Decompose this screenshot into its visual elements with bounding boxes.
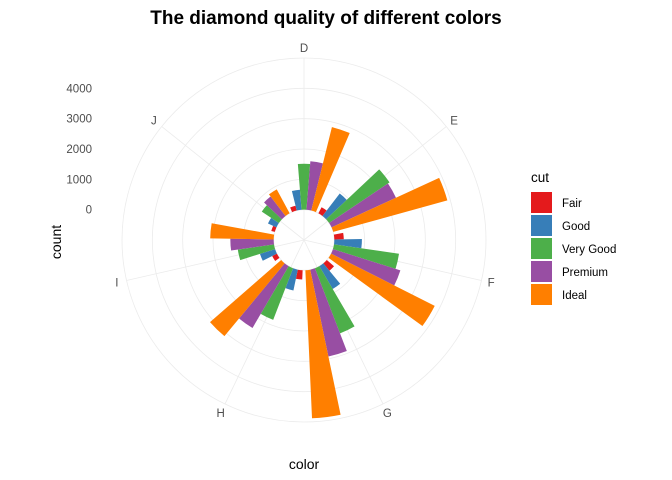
- polar-grid: [121, 57, 487, 423]
- bars: [210, 127, 448, 419]
- bar-J-ideal: [268, 189, 290, 216]
- bar-F-very-good: [332, 244, 399, 269]
- chart-title: The diamond quality of different colors: [150, 8, 502, 29]
- color-tick-labels: D E F G H I J: [115, 43, 494, 420]
- legend-key-very-good: [531, 238, 552, 259]
- bar-J-fair: [271, 225, 277, 232]
- color-label-E: E: [450, 115, 458, 127]
- bar-D-very-good: [297, 163, 311, 210]
- bar-I-good: [259, 249, 277, 261]
- bar-D-premium: [306, 161, 323, 211]
- bar-E-good: [322, 193, 347, 220]
- legend-key-fair: [531, 192, 552, 213]
- count-tick-3000: 3000: [66, 114, 92, 126]
- color-label-H: H: [217, 408, 225, 420]
- bar-I-premium: [230, 238, 274, 251]
- bar-D-fair: [290, 205, 297, 213]
- bar-H-fair: [295, 269, 303, 280]
- bar-H-good: [285, 268, 298, 291]
- legend-label-very-good: Very Good: [562, 244, 616, 256]
- legend-key-ideal: [531, 284, 552, 305]
- bar-H-premium: [239, 263, 289, 328]
- y-axis-title: count: [48, 225, 64, 259]
- bar-F-ideal: [328, 253, 435, 327]
- legend-title: cut: [531, 170, 549, 185]
- bar-F-good: [334, 238, 362, 249]
- count-tick-1000: 1000: [66, 174, 92, 186]
- bar-H-ideal: [210, 259, 285, 337]
- count-tick-2000: 2000: [66, 144, 92, 156]
- bar-E-premium: [329, 183, 396, 228]
- legend-key-premium: [531, 261, 552, 282]
- legend-label-ideal: Ideal: [562, 290, 587, 302]
- x-axis-title: color: [289, 456, 320, 472]
- count-tick-0: 0: [86, 205, 92, 217]
- bar-G-premium: [310, 268, 347, 357]
- bar-G-fair: [323, 259, 335, 271]
- bar-E-very-good: [326, 169, 390, 224]
- bar-I-ideal: [210, 223, 275, 240]
- bar-J-good: [267, 217, 279, 228]
- bar-D-good: [291, 189, 302, 211]
- bar-E-ideal: [331, 177, 448, 232]
- bar-G-ideal: [305, 269, 341, 419]
- color-label-F: F: [488, 278, 495, 290]
- color-label-D: D: [300, 43, 308, 55]
- legend-label-good: Good: [562, 221, 590, 233]
- grid-spoke: [224, 239, 305, 405]
- bar-F-fair: [333, 232, 344, 240]
- legend: cut Fair Good Very Good Premium Ideal: [531, 170, 616, 305]
- color-label-G: G: [383, 408, 392, 420]
- legend-label-premium: Premium: [562, 267, 608, 279]
- legend-key-good: [531, 215, 552, 236]
- bar-E-fair: [318, 207, 327, 216]
- bar-I-very-good: [237, 244, 276, 261]
- color-label-J: J: [151, 115, 157, 127]
- bar-G-good: [319, 263, 341, 289]
- bar-J-premium: [264, 196, 286, 220]
- bar-G-very-good: [314, 266, 355, 334]
- count-tick-labels: 0 1000 2000 3000 4000: [66, 83, 92, 216]
- color-label-I: I: [115, 278, 118, 290]
- bar-I-fair: [272, 253, 280, 261]
- bar-F-premium: [331, 249, 401, 286]
- bar-J-very-good: [261, 205, 282, 224]
- count-tick-4000: 4000: [66, 83, 92, 95]
- legend-label-fair: Fair: [562, 198, 582, 210]
- bar-H-very-good: [260, 266, 294, 320]
- bar-D-ideal: [311, 127, 350, 213]
